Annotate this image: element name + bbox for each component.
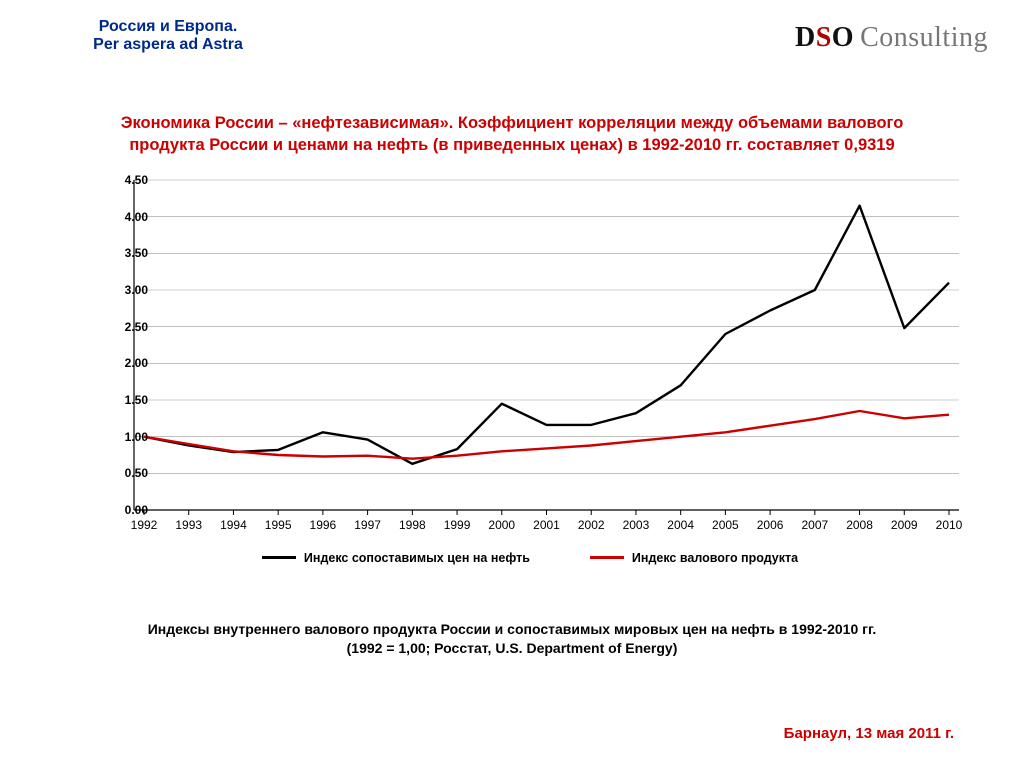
logo-o: O (832, 22, 854, 53)
footer-text: Барнаул, 13 мая 2011 г. (784, 725, 954, 742)
slide-root: Россия и Европа. Per aspera ad Astra DSO… (0, 0, 1024, 768)
title-block: Экономика России – «нефтезависимая». Коэ… (48, 112, 976, 157)
xtick-label: 1996 (310, 518, 337, 532)
legend-swatch (262, 556, 296, 559)
xtick-label: 2009 (891, 518, 918, 532)
ytick-label: 1.00 (102, 430, 148, 444)
series-oil-price-index (144, 206, 949, 464)
ytick-label: 4.50 (102, 173, 148, 187)
xtick-label: 1994 (220, 518, 247, 532)
chart-plot (134, 180, 959, 510)
xtick-label: 2008 (846, 518, 873, 532)
logo-d: D (795, 22, 816, 53)
caption-line1: Индексы внутреннего валового продукта Ро… (60, 620, 964, 639)
xtick-label: 2007 (801, 518, 828, 532)
chart-area: Индекс сопоставимых цен на нефть Индекс в… (80, 180, 980, 580)
ytick-label: 2.50 (102, 320, 148, 334)
xtick-label: 1995 (265, 518, 292, 532)
ytick-label: 4.00 (102, 210, 148, 224)
ytick-label: 3.00 (102, 283, 148, 297)
legend-swatch (590, 556, 624, 559)
title-line1: Экономика России – «нефтезависимая». Коэ… (48, 112, 976, 134)
xtick-label: 1999 (444, 518, 471, 532)
title-line2: продукта России и ценами на нефть (в при… (48, 134, 976, 156)
ytick-label: 0.00 (102, 503, 148, 517)
xtick-label: 2003 (623, 518, 650, 532)
legend-label: Индекс сопоставимых цен на нефть (304, 551, 530, 565)
xtick-label: 2005 (712, 518, 739, 532)
legend-label: Индекс валового продукта (632, 551, 798, 565)
ytick-label: 0.50 (102, 466, 148, 480)
xtick-label: 2002 (578, 518, 605, 532)
header-line1: Россия и Европа. (68, 18, 268, 36)
legend-item-oil: Индекс сопоставимых цен на нефть (262, 551, 530, 565)
xtick-label: 2004 (667, 518, 694, 532)
xtick-label: 1998 (399, 518, 426, 532)
logo-s: S (816, 22, 832, 53)
xtick-label: 1993 (175, 518, 202, 532)
xtick-label: 1992 (131, 518, 158, 532)
ytick-label: 1.50 (102, 393, 148, 407)
header-left: Россия и Европа. Per aspera ad Astra (68, 18, 268, 54)
chart-svg (134, 180, 959, 510)
legend-item-gdp: Индекс валового продукта (590, 551, 798, 565)
logo-rest: Consulting (860, 22, 988, 53)
logo: DSOConsulting (795, 22, 988, 54)
xtick-label: 2006 (757, 518, 784, 532)
xtick-label: 2001 (533, 518, 560, 532)
chart-legend: Индекс сопоставимых цен на нефть Индекс в… (80, 548, 980, 565)
header-line2: Per aspera ad Astra (68, 36, 268, 54)
ytick-label: 2.00 (102, 356, 148, 370)
caption-line2: (1992 = 1,00; Росстат, U.S. Department o… (60, 639, 964, 658)
xtick-label: 1997 (354, 518, 381, 532)
xtick-label: 2010 (936, 518, 963, 532)
caption: Индексы внутреннего валового продукта Ро… (60, 620, 964, 658)
xtick-label: 2000 (488, 518, 515, 532)
ytick-label: 3.50 (102, 246, 148, 260)
